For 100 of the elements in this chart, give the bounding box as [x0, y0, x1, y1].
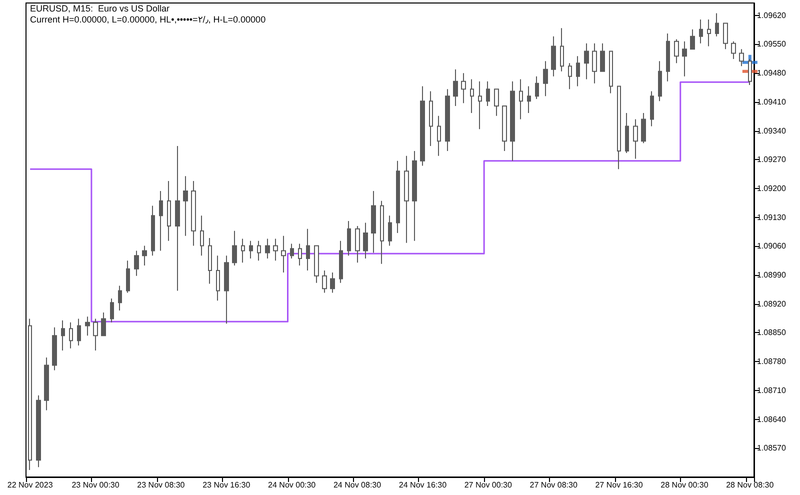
candlestick — [142, 245, 147, 266]
candlestick — [224, 255, 229, 324]
y-tick-label: 1.09550 — [757, 40, 786, 49]
y-tick-label: 1.09200 — [757, 184, 786, 193]
candlestick — [486, 80, 490, 107]
candlestick — [510, 80, 515, 162]
x-tick-label: 23 Nov 00:30 — [72, 480, 120, 490]
candlestick — [715, 12, 719, 37]
candlestick — [551, 36, 556, 77]
x-tick-label: 22 Nov 2023 — [7, 480, 54, 490]
chart-title: EURUSD, M15: Euro vs US Dollar — [30, 4, 170, 14]
candlestick — [445, 88, 450, 152]
x-tick-label: 24 Nov 08:30 — [333, 480, 382, 490]
x-tick-label: 24 Nov 00:30 — [268, 480, 316, 490]
candlestick — [625, 112, 629, 154]
candlestick — [748, 58, 752, 86]
y-tick-label: 1.08570 — [757, 444, 786, 453]
y-tick-label: 1.08640 — [757, 414, 786, 424]
candlestick — [85, 316, 90, 336]
y-tick-label: 1.08990 — [757, 270, 786, 280]
candlestick — [576, 56, 580, 87]
candlestick — [470, 78, 474, 114]
candlestick — [191, 180, 196, 246]
x-tick-label: 28 Nov 08:30 — [726, 480, 774, 490]
candlestick — [707, 18, 711, 47]
candlestick — [183, 176, 188, 236]
candlestick — [420, 86, 425, 166]
candlestick — [314, 245, 319, 284]
candlestick — [641, 112, 646, 144]
candlestick — [560, 28, 564, 72]
candlestick — [478, 80, 482, 130]
y-tick-label: 1.09130 — [757, 212, 786, 222]
candlestick — [584, 42, 589, 80]
candlestick — [404, 155, 409, 244]
candlestick — [437, 115, 441, 156]
candlestick — [699, 18, 703, 44]
y-tick-label: 1.08850 — [757, 328, 786, 338]
candlestick — [592, 42, 597, 84]
candlestick — [77, 318, 81, 346]
candlestick — [126, 260, 130, 294]
candlestick — [134, 250, 139, 276]
candlestick — [101, 312, 106, 336]
candlestick — [666, 33, 670, 82]
candlestick — [28, 318, 32, 470]
candlestick — [347, 220, 351, 256]
candlestick — [519, 78, 523, 120]
candlestick — [371, 190, 376, 254]
candlestick — [355, 225, 360, 264]
candlestick — [453, 68, 458, 107]
candlestick — [633, 118, 638, 160]
y-tick-label: 1.09060 — [757, 242, 786, 251]
candlestick — [216, 255, 220, 302]
candlestick — [151, 205, 155, 256]
candlestick — [69, 322, 73, 349]
candlestick — [110, 298, 114, 323]
y-tick-label: 1.09340 — [757, 126, 786, 136]
candlestick — [265, 238, 270, 260]
candlestick — [429, 90, 433, 147]
x-tick-label: 28 Nov 00:30 — [660, 480, 709, 490]
candlestick — [290, 243, 294, 260]
candlestick — [600, 42, 605, 72]
candlestick — [396, 160, 400, 234]
candlestick — [281, 235, 286, 274]
y-tick-label: 1.09270 — [757, 155, 786, 164]
candlestick — [257, 240, 261, 262]
candlestick — [330, 272, 335, 294]
candlestick — [568, 62, 572, 90]
candlestick — [363, 222, 368, 260]
candlestick — [690, 28, 695, 50]
candlestick — [93, 318, 98, 351]
x-tick-label: 23 Nov 16:30 — [202, 480, 251, 490]
candlestick — [44, 356, 49, 411]
candlestick — [388, 215, 392, 246]
candlestick — [232, 230, 237, 266]
candlestick — [535, 76, 539, 100]
candlestick — [502, 106, 507, 152]
y-tick-label: 1.08920 — [757, 299, 786, 308]
candlestick — [118, 285, 122, 311]
y-tick-label: 1.09410 — [757, 97, 786, 106]
y-tick-label: 1.09620 — [757, 10, 786, 20]
candlestick — [36, 394, 41, 468]
x-tick-label: 23 Nov 08:30 — [137, 480, 186, 490]
candlestick — [674, 38, 679, 64]
candlestick — [249, 240, 253, 260]
candlestick — [543, 60, 548, 97]
x-tick-label: 27 Nov 16:30 — [595, 480, 644, 490]
candlestick — [650, 90, 654, 127]
y-tick-label: 1.09480 — [757, 68, 786, 78]
candlestick — [494, 88, 499, 116]
candlestick — [52, 326, 57, 371]
candlestick — [273, 238, 278, 262]
candlestick — [739, 48, 744, 67]
y-tick-label: 1.08710 — [757, 386, 786, 395]
candlestick — [527, 86, 531, 114]
candlestick — [241, 238, 245, 264]
candlestick — [61, 320, 65, 351]
candlestick — [609, 50, 613, 94]
candlestick — [723, 22, 728, 50]
candlestick — [298, 243, 302, 266]
candlestick — [159, 190, 163, 252]
